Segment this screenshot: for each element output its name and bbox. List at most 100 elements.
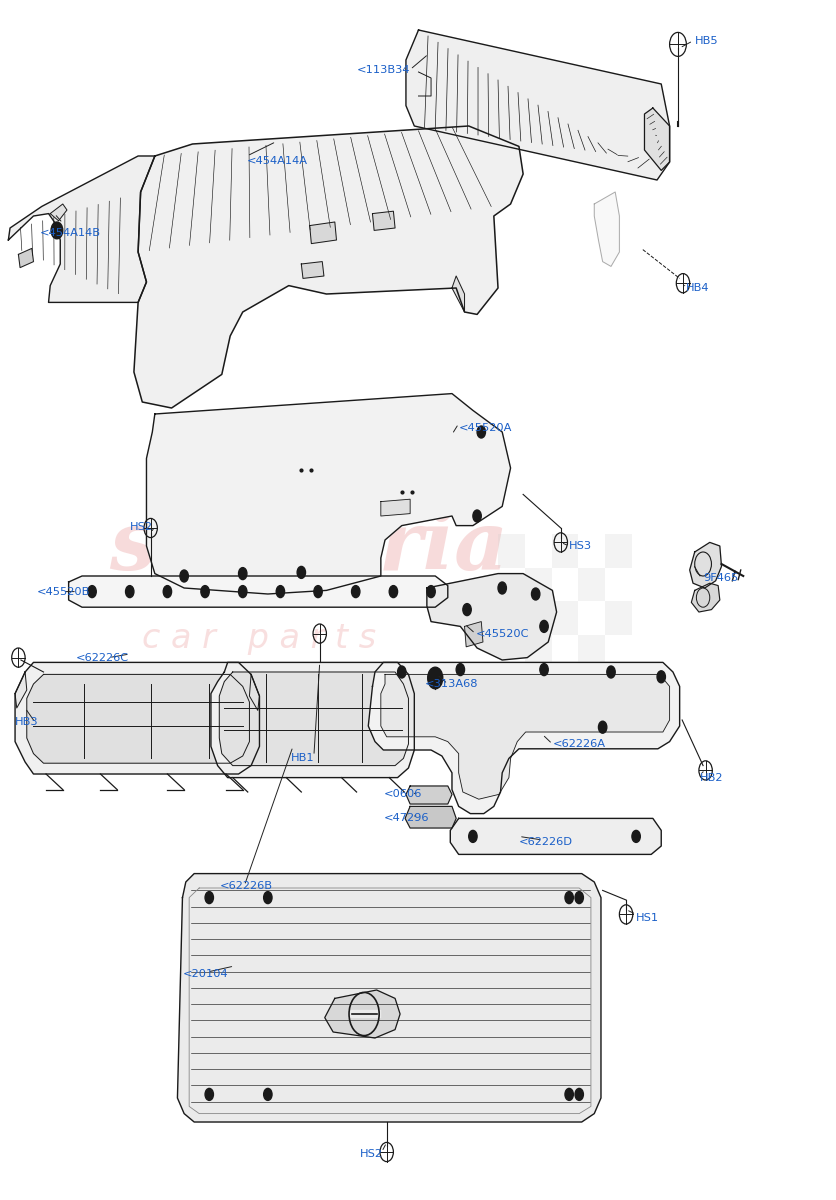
Polygon shape <box>689 542 721 588</box>
Polygon shape <box>380 674 669 799</box>
Polygon shape <box>219 672 408 766</box>
Bar <box>604 601 631 635</box>
Polygon shape <box>249 674 259 710</box>
Circle shape <box>564 892 573 904</box>
Circle shape <box>263 1088 272 1100</box>
Circle shape <box>163 586 171 598</box>
Circle shape <box>314 586 322 598</box>
Circle shape <box>606 666 614 678</box>
Circle shape <box>88 586 96 598</box>
Text: HS2: HS2 <box>130 522 152 532</box>
Polygon shape <box>324 990 400 1038</box>
Text: <0606: <0606 <box>383 790 421 799</box>
Text: <62226D: <62226D <box>518 838 573 847</box>
Text: <454A14A: <454A14A <box>247 156 308 166</box>
Circle shape <box>351 586 359 598</box>
Circle shape <box>462 604 471 616</box>
Text: <313A68: <313A68 <box>425 679 478 689</box>
Bar <box>497 601 524 635</box>
Text: <45520C: <45520C <box>475 629 528 638</box>
Circle shape <box>205 892 213 904</box>
Circle shape <box>456 664 464 676</box>
Text: <62226C: <62226C <box>75 653 128 662</box>
Polygon shape <box>594 192 619 266</box>
Text: <113B34: <113B34 <box>356 65 410 74</box>
Circle shape <box>397 666 405 678</box>
Text: <45520B: <45520B <box>37 587 90 596</box>
Polygon shape <box>301 262 324 278</box>
Bar <box>578 568 604 601</box>
Polygon shape <box>15 662 259 774</box>
Bar <box>497 534 524 568</box>
Text: scuderia: scuderia <box>109 506 507 587</box>
Text: HS2: HS2 <box>359 1150 382 1159</box>
Polygon shape <box>368 662 679 814</box>
Circle shape <box>539 620 548 632</box>
Circle shape <box>427 667 442 689</box>
Polygon shape <box>15 672 27 708</box>
Polygon shape <box>18 248 33 268</box>
Circle shape <box>297 566 305 578</box>
Circle shape <box>574 892 583 904</box>
Polygon shape <box>8 156 155 302</box>
Polygon shape <box>405 806 456 828</box>
Text: HB1: HB1 <box>291 754 314 763</box>
Circle shape <box>125 586 134 598</box>
Polygon shape <box>309 222 336 244</box>
Circle shape <box>201 586 209 598</box>
Text: HS3: HS3 <box>568 541 592 551</box>
Polygon shape <box>644 108 669 170</box>
Polygon shape <box>451 276 464 312</box>
Circle shape <box>574 1088 583 1100</box>
Text: <45520A: <45520A <box>458 424 512 433</box>
Circle shape <box>539 664 548 676</box>
Circle shape <box>238 586 247 598</box>
Text: HB2: HB2 <box>699 773 722 782</box>
Text: <454A14B: <454A14B <box>40 228 101 238</box>
Circle shape <box>472 510 481 522</box>
Circle shape <box>468 830 477 842</box>
Polygon shape <box>450 818 660 854</box>
Polygon shape <box>372 211 395 230</box>
Polygon shape <box>426 574 556 660</box>
Polygon shape <box>691 583 719 612</box>
Text: 9F465: 9F465 <box>702 574 737 583</box>
Bar <box>604 668 631 702</box>
Circle shape <box>205 1088 213 1100</box>
Bar <box>524 635 551 668</box>
Circle shape <box>497 582 506 594</box>
Circle shape <box>477 426 485 438</box>
Circle shape <box>426 586 435 598</box>
Circle shape <box>51 222 63 239</box>
Polygon shape <box>50 204 67 221</box>
Circle shape <box>276 586 284 598</box>
Polygon shape <box>464 622 482 647</box>
Text: <62226A: <62226A <box>552 739 604 749</box>
Text: <20104: <20104 <box>182 970 228 979</box>
Bar <box>578 635 604 668</box>
Text: c a r   p a r t s: c a r p a r t s <box>142 622 376 655</box>
Text: <47296: <47296 <box>383 814 428 823</box>
Circle shape <box>531 588 539 600</box>
Bar <box>604 534 631 568</box>
Text: HS1: HS1 <box>635 913 659 923</box>
Polygon shape <box>146 394 510 594</box>
Circle shape <box>631 830 640 842</box>
Polygon shape <box>134 126 522 408</box>
Polygon shape <box>211 662 414 778</box>
Polygon shape <box>69 576 447 607</box>
Bar <box>524 568 551 601</box>
Text: HB4: HB4 <box>686 283 709 293</box>
Circle shape <box>564 1088 573 1100</box>
Polygon shape <box>405 786 451 804</box>
Circle shape <box>389 586 397 598</box>
Circle shape <box>598 721 606 733</box>
Polygon shape <box>405 30 669 180</box>
Circle shape <box>238 568 247 580</box>
Bar <box>497 668 524 702</box>
Bar <box>551 534 578 568</box>
Text: <62226B: <62226B <box>219 881 272 890</box>
Circle shape <box>656 671 665 683</box>
Text: HB3: HB3 <box>15 718 38 727</box>
Polygon shape <box>27 674 249 763</box>
